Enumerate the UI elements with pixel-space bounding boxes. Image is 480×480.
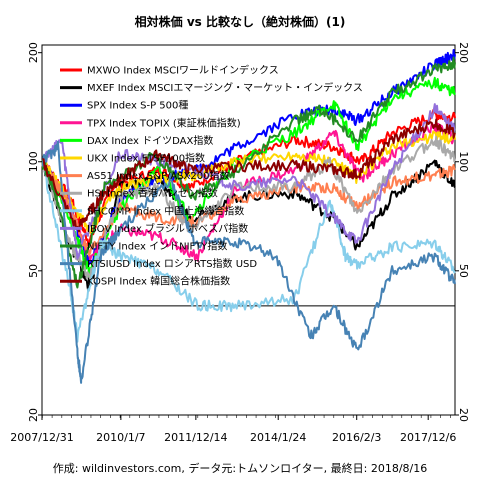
series-line xyxy=(41,140,456,384)
y-tick-label-right: 100 xyxy=(457,151,470,172)
legend-label: HSI Index 香港ハンセン指数 xyxy=(87,187,218,200)
legend-label: MXWO Index MSCIワールドインデックス xyxy=(87,64,279,77)
x-tick-label: 2016/2/3 xyxy=(332,431,381,444)
legend-label: NIFTY Index インドNIFTY指数 xyxy=(87,240,227,253)
legend: MXWO Index MSCIワールドインデックス MXEF Index MSCI… xyxy=(60,64,363,288)
x-tick-label: 2007/12/31 xyxy=(10,431,73,444)
y-tick-label-right: 200 xyxy=(457,42,470,63)
x-tick-label: 2017/12/6 xyxy=(400,431,456,444)
y-tick-label-left: 20 xyxy=(27,408,40,422)
legend-label: DAX Index ドイツDAX指数 xyxy=(87,134,213,147)
legend-label: MXEF Index MSCIエマージング・マーケット・インデックス xyxy=(87,81,363,94)
y-tick-label-left: 200 xyxy=(27,42,40,63)
footer-credit: 作成: wildinvestors.com, データ元:トムソンロイター, 最終… xyxy=(52,462,428,475)
legend-label: AS51 Index S&P/ASX200指数 xyxy=(87,169,229,182)
legend-label: TPX Index TOPIX (東証株価指数) xyxy=(86,116,241,129)
series-line xyxy=(41,49,456,266)
x-tick-label: 2014/1/24 xyxy=(250,431,306,444)
legend-label: UKX Index FTSE100指数 xyxy=(87,152,205,165)
series-line xyxy=(41,56,456,289)
legend-label: SHCOMP Index 中国上海総合指数 xyxy=(87,204,244,217)
y-tick-label-right: 50 xyxy=(457,264,470,278)
footer: 作成: wildinvestors.com, データ元:トムソンロイター, 最終… xyxy=(0,460,480,476)
series-line xyxy=(42,159,456,257)
series-layer xyxy=(41,49,456,384)
legend-label: RTSIUSD Index ロシアRTS指数 USD xyxy=(87,257,257,270)
y-tick-label-left: 50 xyxy=(27,264,40,278)
series-line xyxy=(42,118,456,233)
chart-title: 相対株価 vs 比較なし（絶対株価）(1) xyxy=(134,15,346,29)
x-tick-label: 2010/1/7 xyxy=(96,431,145,444)
x-tick-label: 2011/12/14 xyxy=(164,431,227,444)
axis-layer: 20 20 50 50 100 100 200 200 2007/12/31 2010/1/7 20… xyxy=(10,42,470,444)
series-line xyxy=(41,103,456,260)
y-tick-label-left: 100 xyxy=(27,151,40,172)
y-tick-label-right: 20 xyxy=(457,408,470,422)
legend-label: SPX Index S-P 500種 xyxy=(87,99,188,112)
series-line xyxy=(41,160,456,343)
legend-label: IBOV Index ブラジル ボベスパ指数 xyxy=(87,222,248,235)
legend-label: KOSPI Index 韓国総合株価指数 xyxy=(87,275,230,288)
